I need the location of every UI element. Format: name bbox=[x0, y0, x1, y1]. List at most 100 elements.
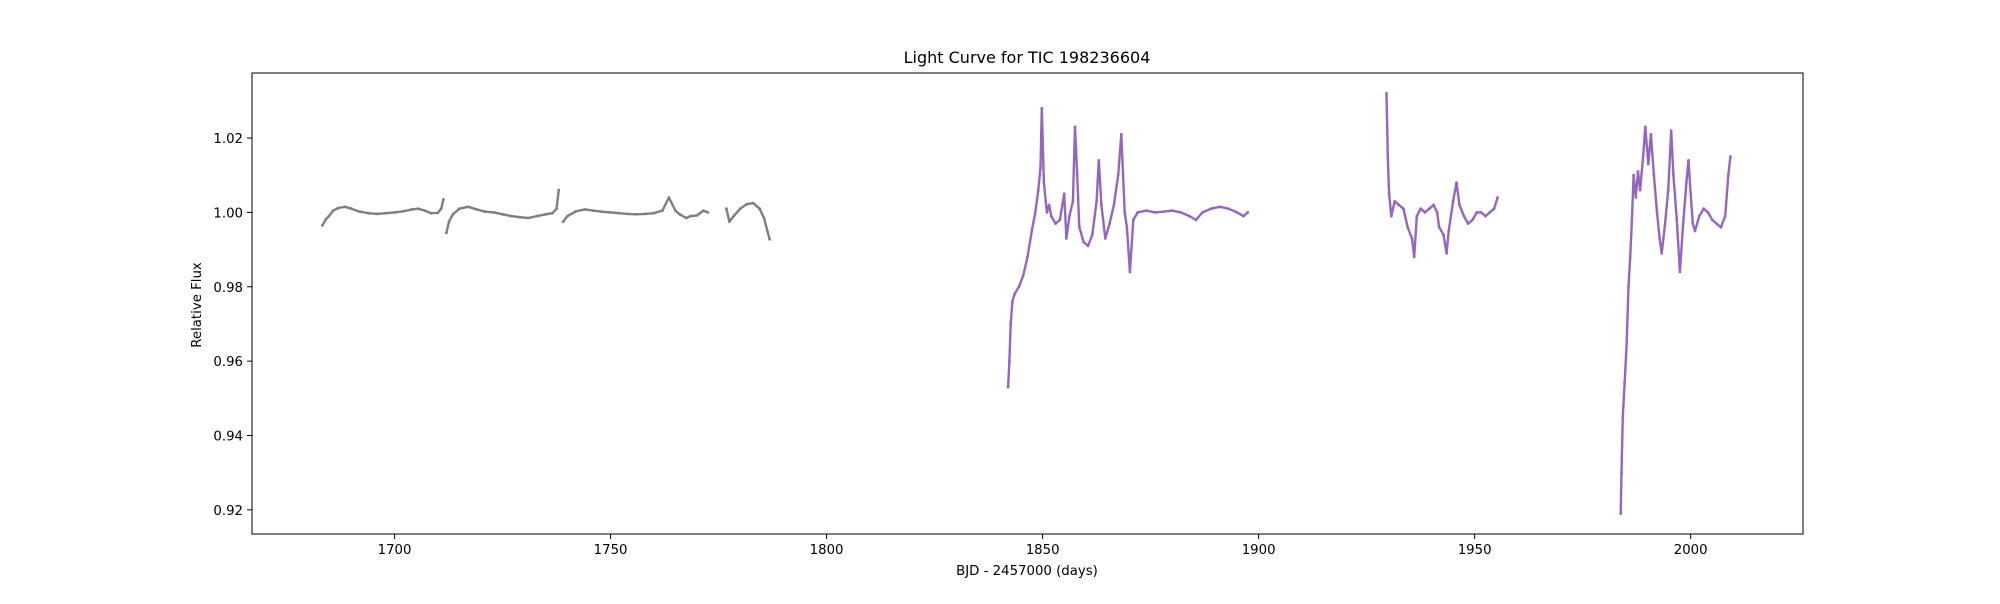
data-point bbox=[1218, 205, 1222, 209]
data-point bbox=[1242, 214, 1245, 218]
data-point bbox=[684, 216, 688, 220]
data-point bbox=[1706, 211, 1710, 214]
data-point bbox=[1119, 132, 1123, 136]
data-point bbox=[1415, 214, 1419, 218]
data-point bbox=[617, 211, 621, 215]
data-point bbox=[1054, 222, 1057, 226]
data-point bbox=[1492, 207, 1496, 211]
y-tick-label: 0.96 bbox=[213, 355, 243, 370]
data-point bbox=[1008, 359, 1011, 363]
data-point bbox=[635, 212, 638, 216]
data-point bbox=[442, 198, 445, 201]
data-point bbox=[1013, 292, 1016, 296]
data-point bbox=[1116, 173, 1120, 177]
chart-title: Light Curve for TIC 198236604 bbox=[904, 48, 1151, 67]
data-point bbox=[327, 214, 331, 218]
data-point bbox=[574, 209, 578, 213]
data-point bbox=[591, 209, 595, 213]
data-point bbox=[1726, 173, 1730, 177]
data-point bbox=[343, 205, 347, 209]
data-point bbox=[384, 211, 388, 215]
data-point bbox=[1209, 207, 1213, 211]
data-point bbox=[1458, 203, 1461, 207]
data-point bbox=[1071, 199, 1075, 203]
data-point bbox=[1685, 181, 1688, 185]
y-axis-label: Relative Flux bbox=[190, 262, 205, 348]
data-point bbox=[1393, 199, 1397, 203]
data-point bbox=[1488, 211, 1492, 214]
data-point bbox=[1675, 218, 1679, 222]
data-point bbox=[566, 214, 569, 218]
data-point bbox=[331, 209, 335, 213]
data-point bbox=[1410, 237, 1414, 240]
data-point bbox=[1386, 155, 1390, 159]
data-point bbox=[555, 207, 558, 211]
data-point bbox=[1423, 211, 1427, 214]
data-point bbox=[689, 214, 692, 218]
data-point bbox=[1447, 229, 1451, 233]
data-point bbox=[766, 229, 769, 233]
data-point bbox=[1729, 155, 1732, 159]
data-point bbox=[1045, 211, 1049, 214]
data-point bbox=[509, 214, 513, 218]
data-point bbox=[518, 215, 522, 219]
data-point bbox=[674, 209, 677, 213]
data-point bbox=[1040, 106, 1044, 110]
x-tick-label: 1800 bbox=[810, 543, 844, 558]
data-point bbox=[1086, 244, 1090, 248]
data-point bbox=[324, 218, 327, 222]
x-tick-label: 1700 bbox=[378, 543, 412, 558]
data-point bbox=[1033, 211, 1037, 214]
data-point bbox=[1669, 129, 1673, 133]
series-1-segment-0-trace bbox=[1006, 107, 1249, 389]
data-point bbox=[732, 214, 736, 218]
data-point bbox=[1058, 218, 1062, 222]
data-point bbox=[1136, 211, 1140, 214]
data-point bbox=[1663, 225, 1667, 229]
data-point bbox=[1479, 211, 1483, 214]
data-point bbox=[1406, 225, 1410, 229]
data-point bbox=[410, 208, 414, 211]
data-point bbox=[1201, 211, 1204, 214]
y-tick-label: 0.94 bbox=[213, 429, 243, 444]
data-point bbox=[762, 216, 766, 220]
data-point bbox=[1030, 229, 1034, 233]
data-point bbox=[1036, 188, 1040, 192]
plot-area-frame bbox=[251, 72, 1804, 535]
data-point bbox=[1432, 203, 1435, 207]
data-point bbox=[535, 214, 539, 218]
data-point bbox=[1026, 255, 1029, 259]
data-point bbox=[436, 211, 440, 215]
y-tick-label: 0.92 bbox=[213, 504, 243, 519]
data-point bbox=[1634, 196, 1638, 199]
data-point bbox=[1397, 203, 1401, 207]
data-point bbox=[1630, 218, 1634, 222]
data-point bbox=[429, 211, 433, 215]
data-point bbox=[768, 237, 771, 241]
axis-ticks: 1700 1750 1800 1850 1900 1950 2000 0.92 0.94 0.96… bbox=[213, 132, 1707, 558]
data-point bbox=[1049, 214, 1053, 218]
data-point bbox=[1188, 214, 1191, 218]
data-point bbox=[1693, 229, 1697, 233]
data-point bbox=[445, 231, 448, 235]
data-point bbox=[1179, 211, 1183, 214]
data-point bbox=[1466, 222, 1470, 226]
data-point bbox=[1445, 251, 1448, 255]
data-point bbox=[1437, 225, 1441, 229]
data-point bbox=[1162, 210, 1165, 214]
data-point bbox=[1619, 512, 1623, 515]
data-point bbox=[1652, 173, 1656, 177]
data-point bbox=[1627, 285, 1630, 289]
data-point bbox=[1419, 207, 1423, 211]
data-point bbox=[1697, 214, 1701, 218]
data-point bbox=[1628, 255, 1632, 259]
data-point bbox=[423, 209, 427, 213]
data-point bbox=[447, 220, 451, 224]
data-point bbox=[1655, 211, 1659, 214]
data-point bbox=[1621, 415, 1625, 419]
data-point bbox=[527, 216, 530, 220]
data-point bbox=[1009, 322, 1013, 326]
data-point bbox=[1715, 222, 1718, 226]
